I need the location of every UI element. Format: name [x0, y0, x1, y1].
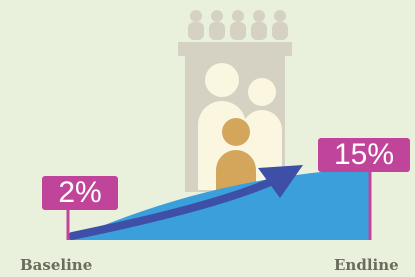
baseline-value: 2%	[58, 176, 101, 209]
endline-label: Endline	[334, 256, 399, 274]
page: {"baseline": {"label": "Baseline", "valu…	[0, 0, 415, 277]
infographic: 2% 15% Baseline Endline	[0, 0, 415, 277]
endline-value: 15%	[334, 138, 394, 171]
baseline-label: Baseline	[20, 256, 92, 274]
tower-icon	[178, 10, 292, 192]
